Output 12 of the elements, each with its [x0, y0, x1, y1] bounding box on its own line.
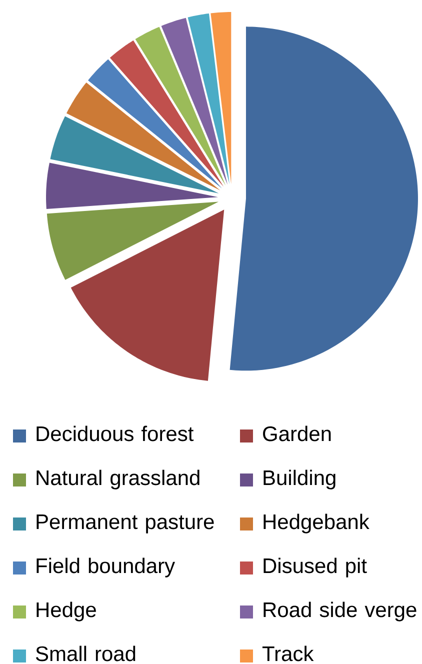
- legend-label: Garden: [263, 426, 331, 442]
- legend-label: Deciduous forest: [36, 426, 194, 442]
- legend-label: Natural grassland: [36, 470, 200, 490]
- legend-label: Building: [264, 470, 336, 490]
- legend-label: Permanent pasture: [36, 514, 214, 534]
- legend-label: Hedge: [36, 602, 96, 622]
- legend-label: Hedgebank: [264, 514, 370, 534]
- legend-label: Disused pit: [264, 558, 367, 578]
- legend-label: Field boundary: [36, 558, 176, 578]
- legend-label: Track: [262, 646, 314, 662]
- legend-label: Small road: [36, 646, 136, 662]
- legend-label: Road side verge: [264, 602, 416, 622]
